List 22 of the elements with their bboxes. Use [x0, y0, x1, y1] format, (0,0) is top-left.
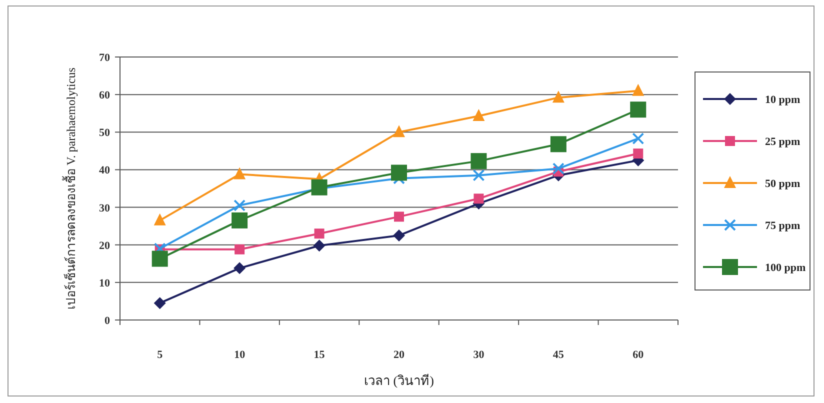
y-tick-label: 40: [99, 164, 110, 177]
x-tick-label: 15: [314, 349, 326, 361]
x-tick-label: 45: [552, 349, 564, 361]
legend-label: 75 ppm: [765, 220, 800, 232]
legend-label: 100 ppm: [765, 262, 806, 274]
x-tick-label: 10: [234, 349, 246, 361]
y-tick-label: 10: [99, 277, 110, 290]
y-tick-label: 70: [99, 52, 110, 64]
y-tick-label: 30: [99, 202, 110, 214]
x-tick-label: 30: [473, 349, 485, 361]
x-tick-label: 60: [632, 349, 644, 361]
y-tick-label: 0: [104, 315, 110, 327]
y-axis-title: เปอร์เซ็นต์การลดลงของเชื้อ V. parahaemolyticus: [62, 67, 78, 310]
x-tick-label: 20: [394, 349, 405, 361]
y-tick-label: 20: [99, 240, 110, 252]
legend-label: 10 ppm: [765, 94, 800, 106]
y-tick-label: 60: [99, 90, 110, 102]
legend-label: 50 ppm: [765, 178, 800, 190]
x-tick-label: 5: [157, 349, 164, 361]
legend-label: 25 ppm: [765, 136, 800, 148]
y-tick-label: 50: [99, 127, 110, 140]
x-axis-title: เวลา (วินาที): [364, 373, 434, 388]
